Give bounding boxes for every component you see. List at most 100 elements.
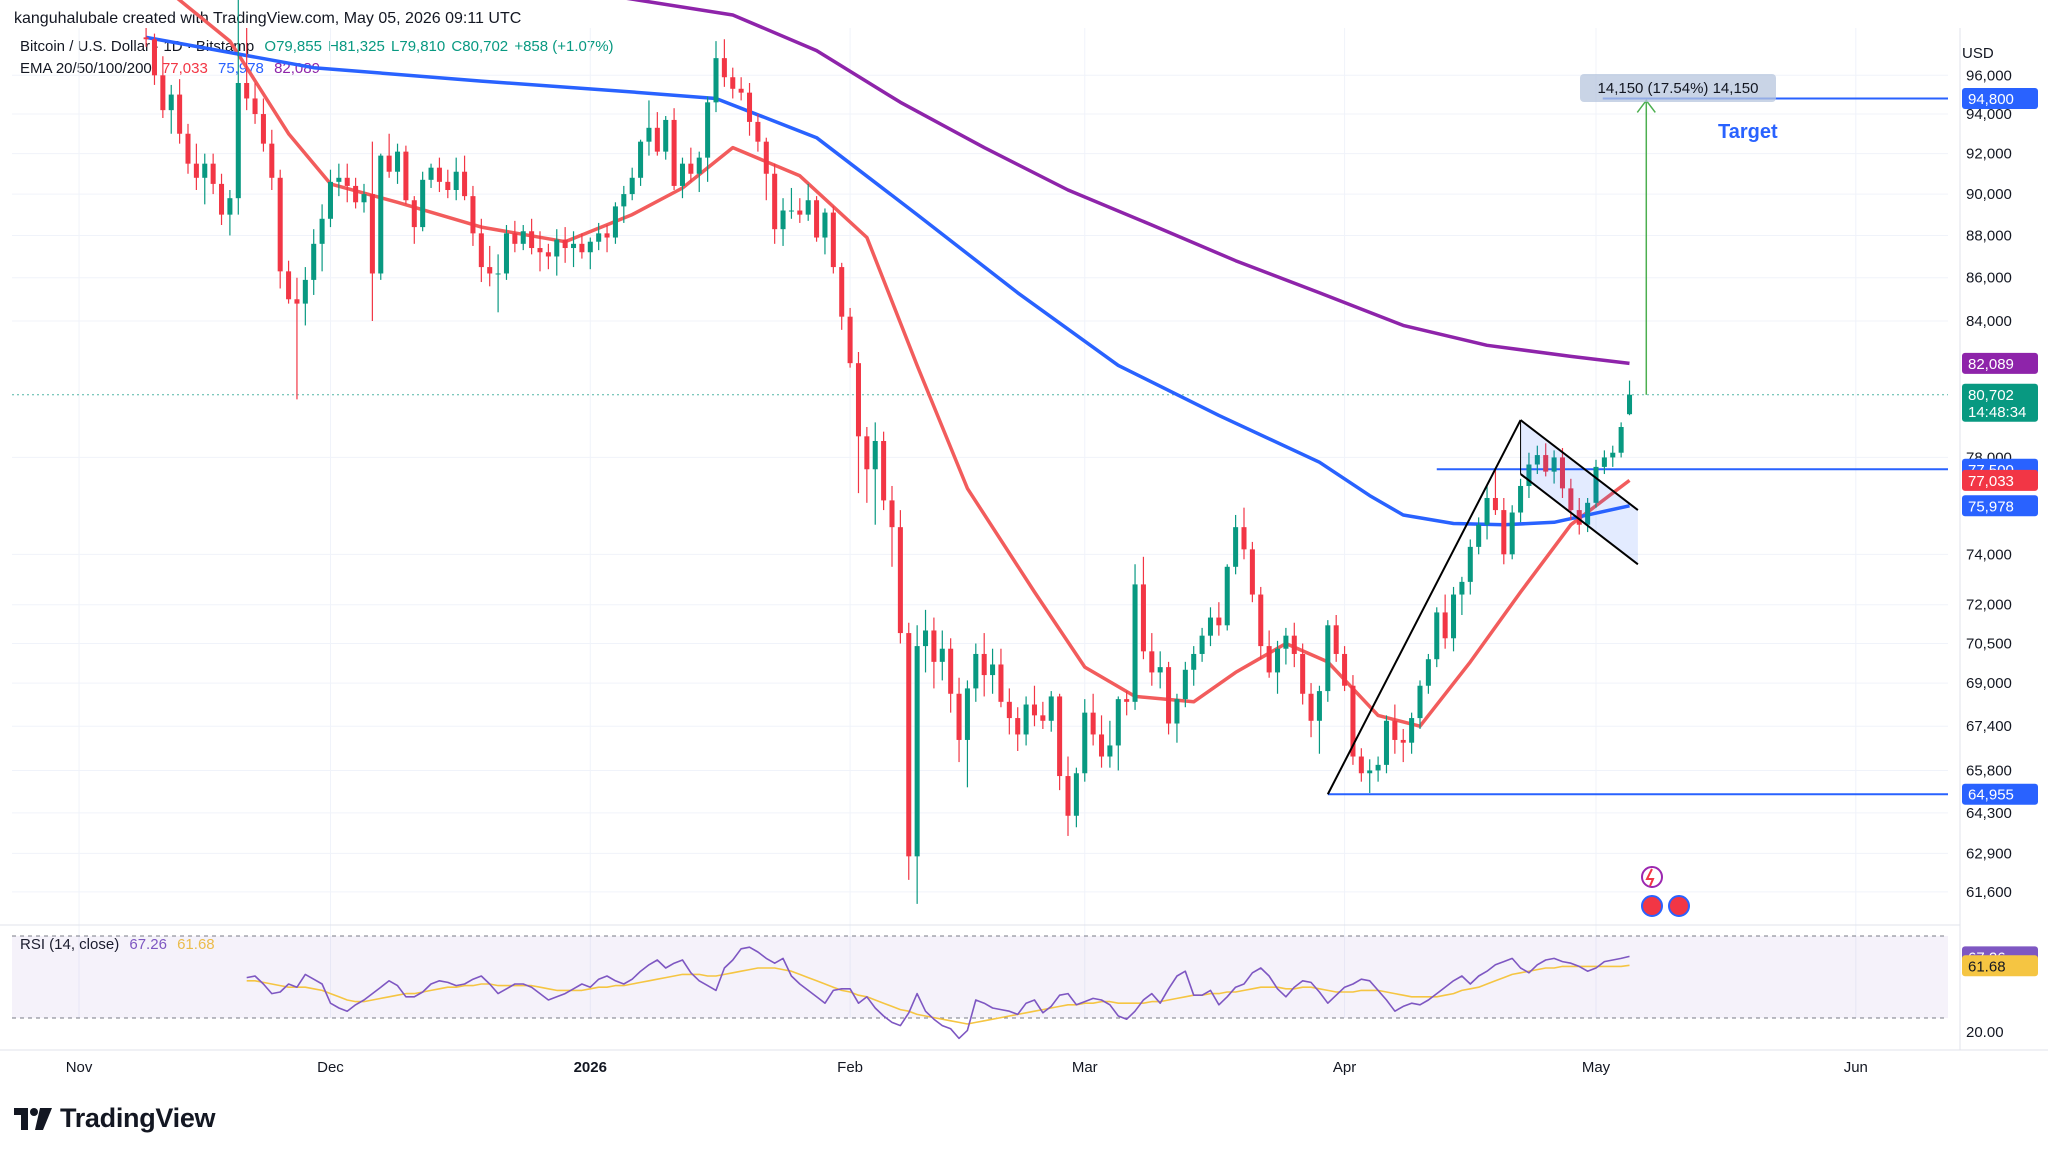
candle[interactable] xyxy=(185,123,191,174)
candle[interactable] xyxy=(713,41,719,113)
candle[interactable] xyxy=(1467,539,1473,595)
candle[interactable] xyxy=(445,169,451,199)
candle[interactable] xyxy=(252,82,258,124)
candle[interactable] xyxy=(688,147,694,182)
candle[interactable] xyxy=(1442,594,1448,649)
candle[interactable] xyxy=(1610,445,1616,467)
candle[interactable] xyxy=(512,220,518,253)
candle[interactable] xyxy=(1216,602,1222,636)
candle[interactable] xyxy=(436,157,442,193)
candle[interactable] xyxy=(1107,720,1113,768)
candle[interactable] xyxy=(1082,699,1088,782)
candle[interactable] xyxy=(1627,380,1633,416)
candle[interactable] xyxy=(973,643,979,702)
candle[interactable] xyxy=(721,39,727,87)
candle[interactable] xyxy=(1191,646,1197,686)
candle[interactable] xyxy=(1518,478,1524,523)
candle[interactable] xyxy=(814,196,820,242)
candle[interactable] xyxy=(1090,693,1096,746)
candlesticks[interactable] xyxy=(143,0,1633,904)
candle[interactable] xyxy=(663,116,669,160)
candle[interactable] xyxy=(747,82,753,136)
candle[interactable] xyxy=(1006,688,1012,735)
pattern-drawings[interactable] xyxy=(1326,99,1656,795)
candle[interactable] xyxy=(897,510,903,644)
candle[interactable] xyxy=(956,677,962,763)
candle[interactable] xyxy=(1350,675,1356,765)
candle[interactable] xyxy=(327,169,333,228)
candle[interactable] xyxy=(990,648,996,694)
candle[interactable] xyxy=(1199,627,1205,662)
candle[interactable] xyxy=(948,638,954,713)
candle[interactable] xyxy=(302,267,308,326)
candle[interactable] xyxy=(1534,445,1540,475)
candle[interactable] xyxy=(1275,640,1281,694)
candle[interactable] xyxy=(168,84,174,134)
candle[interactable] xyxy=(143,28,149,47)
candle[interactable] xyxy=(545,243,551,270)
bull-flag-channel[interactable] xyxy=(1520,420,1638,565)
candle[interactable] xyxy=(160,56,166,118)
candle[interactable] xyxy=(319,204,325,272)
candle[interactable] xyxy=(1241,507,1247,560)
candle[interactable] xyxy=(361,183,367,213)
candle[interactable] xyxy=(202,153,208,205)
flag-upper-line[interactable] xyxy=(1519,419,1639,511)
candle[interactable] xyxy=(1383,715,1389,774)
candle[interactable] xyxy=(294,277,300,400)
candle[interactable] xyxy=(1551,450,1557,484)
event-icons[interactable] xyxy=(1641,866,1690,917)
candle[interactable] xyxy=(1207,607,1213,647)
candle[interactable] xyxy=(344,163,350,203)
candle[interactable] xyxy=(369,141,375,322)
candle[interactable] xyxy=(889,485,895,567)
candle[interactable] xyxy=(453,157,459,201)
candle[interactable] xyxy=(235,0,241,215)
candle[interactable] xyxy=(1073,767,1079,828)
candle[interactable] xyxy=(1124,691,1130,716)
candle[interactable] xyxy=(1065,756,1071,836)
candle[interactable] xyxy=(638,139,644,186)
candle[interactable] xyxy=(1115,696,1121,771)
candle[interactable] xyxy=(1132,564,1138,710)
candle[interactable] xyxy=(1417,680,1423,729)
candle[interactable] xyxy=(1342,646,1348,692)
candle[interactable] xyxy=(1182,661,1188,708)
candle[interactable] xyxy=(1166,661,1172,735)
candle[interactable] xyxy=(1149,633,1155,686)
candle[interactable] xyxy=(1291,622,1297,668)
candle[interactable] xyxy=(671,108,677,190)
candle[interactable] xyxy=(1400,728,1406,763)
candle[interactable] xyxy=(1409,712,1415,754)
candle[interactable] xyxy=(470,185,476,246)
candle[interactable] xyxy=(336,163,342,197)
candle[interactable] xyxy=(462,155,468,201)
candle[interactable] xyxy=(839,262,845,330)
candle[interactable] xyxy=(1576,497,1582,535)
candle[interactable] xyxy=(411,196,417,244)
candle[interactable] xyxy=(864,427,870,503)
candle[interactable] xyxy=(1476,517,1482,555)
candle[interactable] xyxy=(210,153,216,195)
candle[interactable] xyxy=(914,625,920,904)
candle[interactable] xyxy=(822,208,828,255)
candle[interactable] xyxy=(151,33,157,85)
candle[interactable] xyxy=(1099,715,1105,768)
candle[interactable] xyxy=(386,133,392,178)
candle[interactable] xyxy=(193,143,199,190)
candle[interactable] xyxy=(420,171,426,232)
candle[interactable] xyxy=(378,153,384,280)
candle[interactable] xyxy=(1031,685,1037,727)
candle[interactable] xyxy=(881,431,887,511)
candle[interactable] xyxy=(277,169,283,289)
candle[interactable] xyxy=(478,218,484,283)
candle[interactable] xyxy=(847,307,853,368)
candle[interactable] xyxy=(788,187,794,219)
candle[interactable] xyxy=(780,198,786,246)
candle[interactable] xyxy=(1040,701,1046,729)
candle[interactable] xyxy=(696,151,702,193)
candle[interactable] xyxy=(646,100,652,156)
candle[interactable] xyxy=(269,129,275,190)
candle[interactable] xyxy=(1233,514,1239,575)
ema-legend[interactable]: EMA 20/50/100/200 77,033 75,978 82,089 xyxy=(20,60,326,77)
